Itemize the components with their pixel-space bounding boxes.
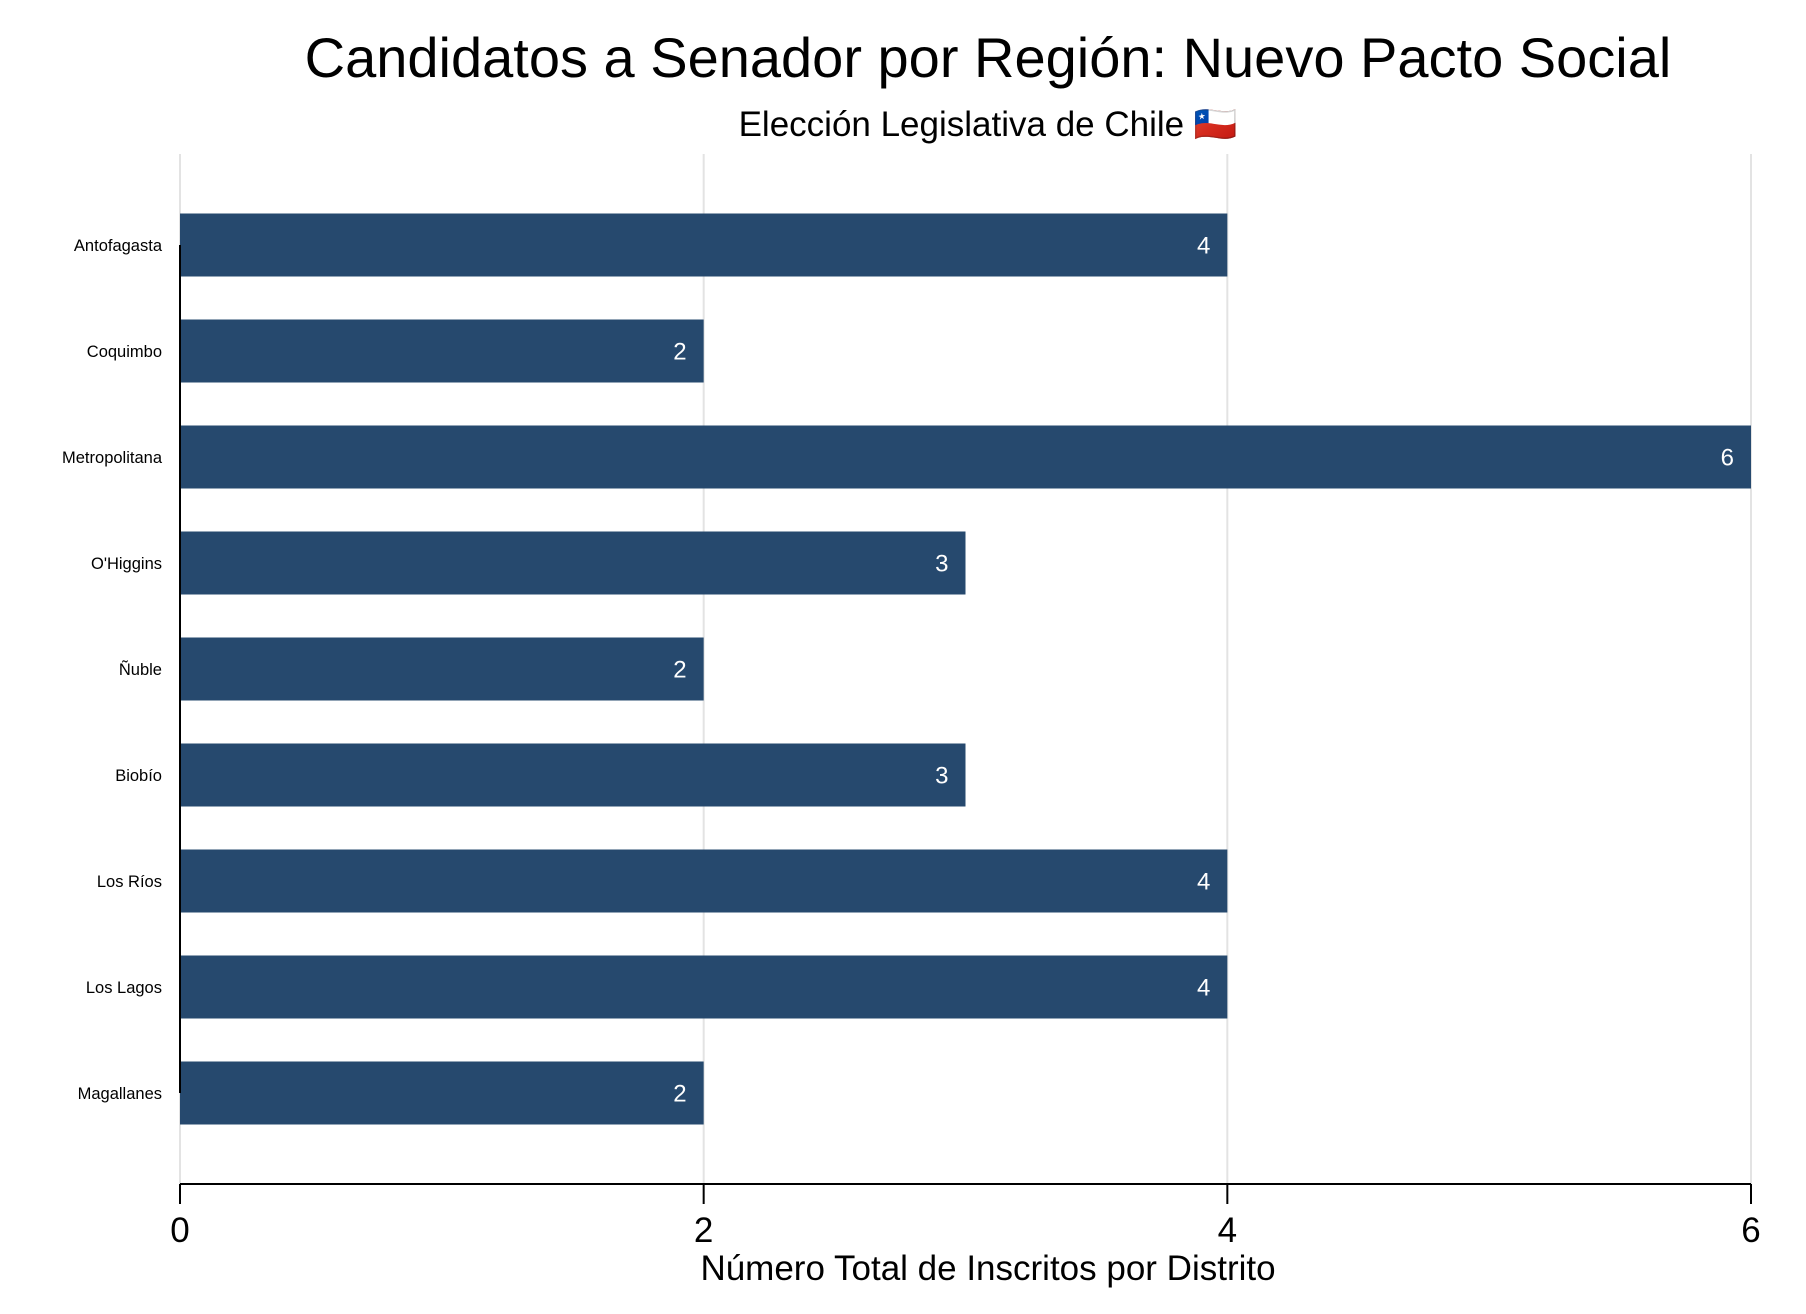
bar-0 — [180, 213, 1228, 277]
bar-value-label-8: 2 — [673, 1081, 686, 1108]
bar-7 — [180, 955, 1228, 1019]
category-label-3: O'Higgins — [91, 555, 162, 573]
category-label-1: Coquimbo — [87, 343, 162, 361]
bars: 4 2 6 3 2 3 4 4 2 — [180, 213, 1751, 1125]
chart-title: Candidatos a Senador por Región: Nuevo P… — [305, 26, 1672, 89]
bar-value-label-0: 4 — [1197, 233, 1210, 260]
bar-value-label-4: 2 — [673, 657, 686, 684]
category-label-6: Los Ríos — [97, 873, 162, 891]
bar-value-label-7: 4 — [1197, 975, 1210, 1002]
bar-value-label-2: 6 — [1721, 445, 1734, 472]
category-label-7: Los Lagos — [86, 979, 162, 997]
category-label-5: Biobío — [115, 767, 162, 785]
category-label-4: Ñuble — [119, 659, 162, 679]
bar-3 — [180, 531, 966, 595]
bar-value-label-3: 3 — [935, 551, 948, 578]
category-label-0: Antofagasta — [74, 237, 163, 255]
bar-value-label-6: 4 — [1197, 869, 1210, 896]
x-tick-label-3: 6 — [1741, 1211, 1760, 1250]
bar-4 — [180, 637, 704, 701]
x-axis: 0 2 4 6 — [170, 245, 1761, 1250]
bar-8 — [180, 1061, 704, 1125]
bar-value-label-1: 2 — [673, 339, 686, 366]
x-tick-label-0: 0 — [170, 1211, 189, 1250]
x-axis-label: Número Total de Inscritos por Distrito — [700, 1249, 1275, 1288]
bar-value-label-5: 3 — [935, 763, 948, 790]
bar-6 — [180, 849, 1228, 913]
category-label-2: Metropolitana — [62, 449, 163, 467]
category-labels: Antofagasta Coquimbo Metropolitana O'Higgin… — [62, 237, 163, 1103]
x-tick-label-1: 2 — [694, 1211, 713, 1250]
bar-1 — [180, 319, 704, 383]
chart-subtitle: Elección Legislativa de Chile 🇨🇱 — [739, 105, 1238, 144]
x-tick-label-2: 4 — [1218, 1211, 1237, 1250]
category-label-8: Magallanes — [78, 1085, 162, 1103]
bar-2 — [180, 425, 1751, 489]
bar-5 — [180, 743, 966, 807]
